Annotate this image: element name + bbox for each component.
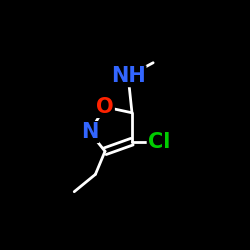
Text: Cl: Cl [148,132,170,152]
Text: N: N [81,122,98,142]
Text: NH: NH [111,66,146,86]
Text: O: O [96,97,114,117]
